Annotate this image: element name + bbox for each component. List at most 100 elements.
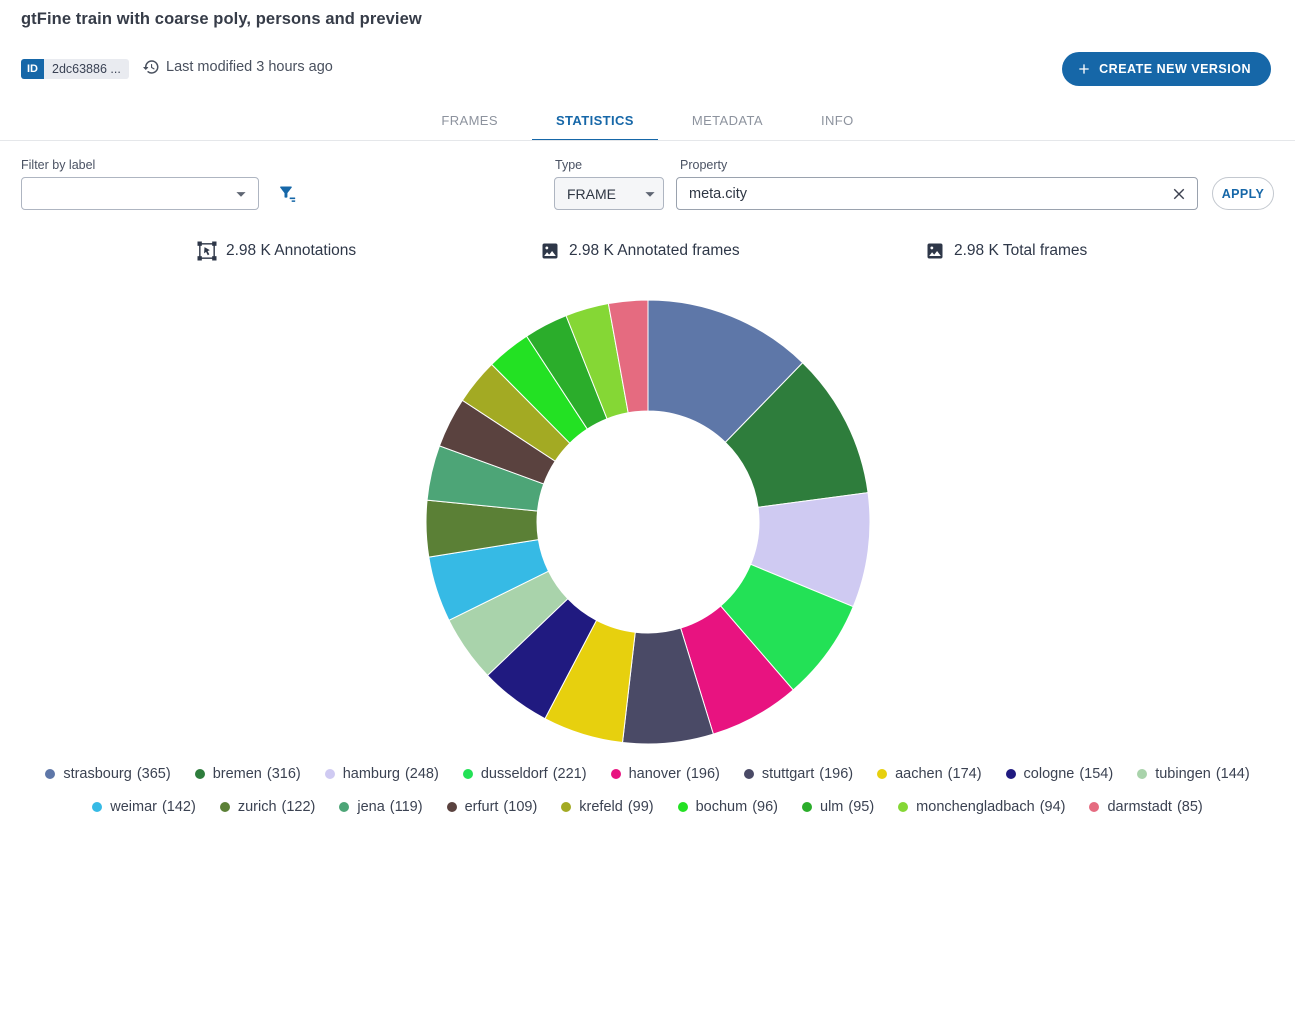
- history-icon: [142, 58, 160, 76]
- legend-count: (221): [553, 766, 587, 782]
- legend-label: strasbourg: [63, 766, 132, 782]
- legend-label: bremen: [213, 766, 262, 782]
- annotated-frames-stat: 2.98 K Annotated frames: [540, 241, 740, 261]
- legend-item-hamburg[interactable]: hamburg (248): [325, 766, 439, 782]
- legend-item-monchengladbach[interactable]: monchengladbach (94): [898, 799, 1065, 815]
- legend-item-ulm[interactable]: ulm (95): [802, 799, 874, 815]
- type-label: Type: [555, 158, 582, 172]
- legend-label: hanover: [629, 766, 681, 782]
- tab-statistics[interactable]: STATISTICS: [532, 100, 658, 141]
- legend-row: weimar (142) zurich (122) jena(119) erfurt(10…: [0, 799, 1295, 815]
- legend-label: hamburg: [343, 766, 400, 782]
- legend-label: krefeld: [579, 799, 623, 815]
- annotations-stat: 2.98 K Annotations: [197, 241, 356, 261]
- filter-by-label-label: Filter by label: [21, 158, 95, 172]
- legend-item-erfurt[interactable]: erfurt(109): [447, 799, 538, 815]
- legend-label: aachen: [895, 766, 943, 782]
- legend-count: (142): [162, 799, 196, 815]
- legend-label: darmstadt: [1107, 799, 1171, 815]
- legend-label: jena: [357, 799, 384, 815]
- legend-item-bochum[interactable]: bochum(96): [678, 799, 778, 815]
- legend-label: monchengladbach: [916, 799, 1035, 815]
- tabs-divider: [0, 140, 1295, 141]
- legend-label: stuttgart: [762, 766, 814, 782]
- legend-count: (95): [848, 799, 874, 815]
- legend-count: (154): [1079, 766, 1113, 782]
- image-icon: [540, 241, 560, 261]
- legend-item-bremen[interactable]: bremen (316): [195, 766, 301, 782]
- legend-row: strasbourg (365) bremen (316) hamburg (248) du…: [0, 766, 1295, 782]
- legend-label: ulm: [820, 799, 843, 815]
- legend-count: (85): [1177, 799, 1203, 815]
- legend-count: (248): [405, 766, 439, 782]
- legend-count: (96): [752, 799, 778, 815]
- legend-color-dot: [92, 802, 102, 812]
- legend-count: (122): [282, 799, 316, 815]
- property-input[interactable]: [689, 186, 1169, 202]
- clear-icon[interactable]: [1169, 184, 1189, 204]
- legend-item-zurich[interactable]: zurich (122): [220, 799, 316, 815]
- create-new-version-button[interactable]: CREATE NEW VERSION: [1062, 52, 1271, 86]
- last-modified-text: Last modified 3 hours ago: [166, 59, 333, 75]
- filter-funnel-icon[interactable]: [277, 184, 297, 204]
- legend-label: zurich: [238, 799, 277, 815]
- total-frames-stat: 2.98 K Total frames: [925, 241, 1087, 261]
- legend-item-strasbourg[interactable]: strasbourg (365): [45, 766, 170, 782]
- legend-color-dot: [325, 769, 335, 779]
- legend-item-weimar[interactable]: weimar (142): [92, 799, 196, 815]
- page-title: gtFine train with coarse poly, persons a…: [21, 10, 422, 29]
- last-modified: Last modified 3 hours ago: [142, 58, 333, 76]
- legend-item-hanover[interactable]: hanover (196): [611, 766, 720, 782]
- tab-info[interactable]: INFO: [797, 100, 878, 141]
- legend-color-dot: [1089, 802, 1099, 812]
- city-distribution-donut-chart: [418, 290, 878, 750]
- legend-item-dusseldorf[interactable]: dusseldorf (221): [463, 766, 587, 782]
- legend-color-dot: [744, 769, 754, 779]
- legend-label: tubingen: [1155, 766, 1211, 782]
- legend-count: (196): [819, 766, 853, 782]
- type-select[interactable]: FRAME: [554, 177, 664, 210]
- image-icon: [925, 241, 945, 261]
- chevron-down-icon: [230, 183, 252, 205]
- legend-count: (144): [1216, 766, 1250, 782]
- legend-label: cologne: [1024, 766, 1075, 782]
- id-value: 2dc63886 ...: [44, 59, 129, 79]
- legend-label: erfurt: [465, 799, 499, 815]
- legend-item-stuttgart[interactable]: stuttgart (196): [744, 766, 853, 782]
- apply-button[interactable]: APPLY: [1212, 177, 1274, 210]
- legend-count: (94): [1040, 799, 1066, 815]
- legend-item-aachen[interactable]: aachen(174): [877, 766, 981, 782]
- annotations-icon: [197, 241, 217, 261]
- id-label: ID: [21, 59, 44, 79]
- legend-label: weimar: [110, 799, 157, 815]
- legend-color-dot: [1137, 769, 1147, 779]
- legend-count: (365): [137, 766, 171, 782]
- legend-label: dusseldorf: [481, 766, 548, 782]
- legend-color-dot: [447, 802, 457, 812]
- property-label: Property: [680, 158, 727, 172]
- legend-color-dot: [561, 802, 571, 812]
- tab-frames[interactable]: FRAMES: [417, 100, 522, 141]
- legend-count: (316): [267, 766, 301, 782]
- legend-item-jena[interactable]: jena(119): [339, 799, 422, 815]
- legend-item-darmstadt[interactable]: darmstadt (85): [1089, 799, 1202, 815]
- legend-label: bochum: [696, 799, 748, 815]
- chevron-down-icon: [639, 183, 661, 205]
- legend-color-dot: [802, 802, 812, 812]
- tab-metadata[interactable]: METADATA: [668, 100, 787, 141]
- legend-count: (109): [503, 799, 537, 815]
- legend-color-dot: [898, 802, 908, 812]
- dataset-id-badge[interactable]: ID 2dc63886 ...: [21, 59, 129, 79]
- legend-color-dot: [463, 769, 473, 779]
- legend-color-dot: [339, 802, 349, 812]
- legend-item-krefeld[interactable]: krefeld (99): [561, 799, 653, 815]
- legend-color-dot: [195, 769, 205, 779]
- filter-by-label-select[interactable]: [21, 177, 259, 210]
- legend-color-dot: [678, 802, 688, 812]
- legend-count: (196): [686, 766, 720, 782]
- legend-item-tubingen[interactable]: tubingen (144): [1137, 766, 1250, 782]
- type-select-value: FRAME: [567, 186, 616, 202]
- tab-bar: FRAMES STATISTICS METADATA INFO: [0, 100, 1295, 141]
- legend-item-cologne[interactable]: cologne(154): [1006, 766, 1114, 782]
- legend-count: (99): [628, 799, 654, 815]
